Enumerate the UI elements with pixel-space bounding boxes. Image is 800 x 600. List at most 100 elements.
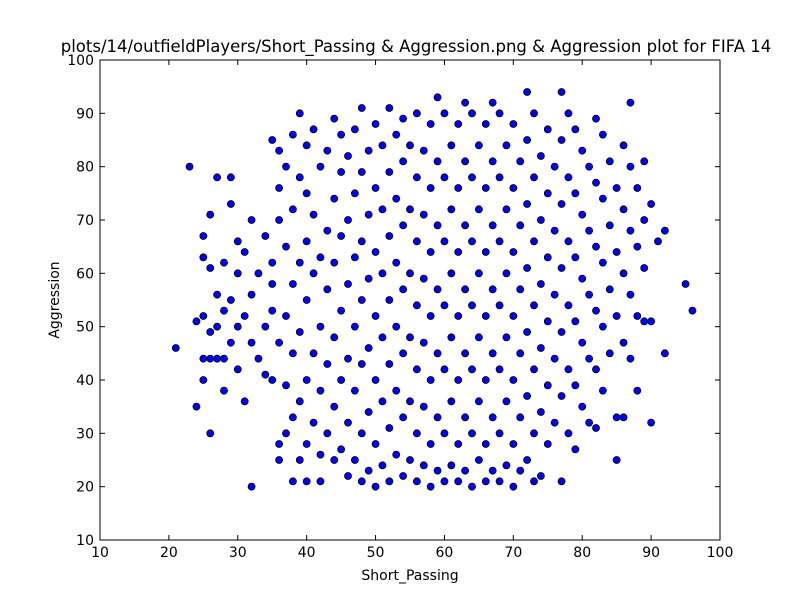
data-point (550, 354, 559, 363)
data-point (406, 333, 414, 342)
y-tick-label: 90 (76, 106, 94, 122)
data-point (447, 141, 456, 150)
data-point (578, 338, 587, 347)
x-tick-label: 80 (573, 545, 591, 561)
data-point (468, 429, 476, 438)
data-point (592, 424, 600, 432)
data-point (288, 280, 297, 288)
data-point (440, 301, 449, 310)
data-point (378, 333, 387, 342)
data-point (426, 482, 435, 491)
data-point (481, 312, 490, 320)
data-point (316, 253, 325, 262)
data-point (399, 349, 408, 358)
y-tick-label: 70 (76, 213, 94, 229)
data-point (344, 216, 352, 224)
data-point (433, 221, 442, 230)
data-point (488, 349, 497, 358)
data-point (454, 477, 463, 486)
data-point (261, 232, 270, 240)
data-point (282, 162, 290, 171)
data-point (640, 264, 649, 272)
data-point (295, 397, 304, 406)
data-point (364, 466, 373, 475)
x-tick-label: 10 (91, 545, 109, 561)
data-point (468, 365, 476, 374)
points-layer (171, 88, 697, 491)
data-point (640, 157, 649, 166)
data-point (605, 349, 614, 358)
data-point (509, 184, 518, 192)
data-point (233, 237, 242, 246)
data-point (681, 280, 690, 288)
data-point (626, 354, 635, 363)
x-tick-label: 50 (367, 545, 385, 561)
data-point (288, 205, 297, 214)
data-point (633, 184, 642, 192)
data-point (488, 221, 497, 230)
data-point (364, 408, 373, 416)
data-point (302, 189, 311, 198)
chart-title: plots/14/outfieldPlayers/Short_Passing &… (61, 37, 772, 57)
data-point (509, 482, 518, 491)
data-point (571, 189, 580, 198)
data-point (592, 178, 600, 187)
data-point (275, 338, 284, 347)
x-tick-label: 100 (707, 545, 734, 561)
data-point (502, 205, 511, 214)
data-point (543, 125, 552, 134)
data-point (660, 226, 669, 235)
data-point (461, 285, 470, 294)
data-point (344, 354, 352, 363)
data-point (592, 365, 600, 374)
data-point (550, 290, 559, 299)
data-point (426, 376, 435, 384)
x-tick-label: 70 (504, 545, 522, 561)
data-point (426, 248, 435, 256)
data-point (399, 114, 408, 123)
data-point (426, 184, 435, 192)
data-point (592, 306, 600, 315)
data-point (454, 440, 463, 448)
data-point (316, 386, 325, 395)
data-point (571, 381, 580, 390)
data-point (647, 200, 656, 208)
data-point (612, 248, 621, 256)
data-point (502, 269, 511, 278)
data-point (275, 456, 284, 464)
data-point (364, 274, 373, 283)
data-point (626, 162, 635, 171)
data-point (495, 109, 504, 118)
data-point (433, 93, 442, 102)
data-point (268, 306, 277, 315)
y-tick-label: 50 (76, 320, 94, 336)
data-point (371, 482, 380, 491)
data-point (385, 477, 394, 486)
data-point (412, 429, 421, 438)
data-point (233, 269, 242, 278)
data-point (337, 306, 346, 315)
data-point (592, 114, 600, 123)
data-point (247, 290, 256, 299)
data-point (344, 472, 352, 480)
data-point (523, 328, 532, 336)
data-point (564, 237, 573, 246)
data-point (302, 141, 311, 150)
data-point (474, 205, 483, 214)
data-point (626, 290, 635, 299)
data-point (226, 200, 235, 208)
data-point (461, 413, 470, 422)
data-point (330, 456, 339, 464)
data-point (213, 290, 222, 299)
data-point (474, 141, 483, 150)
data-point (433, 413, 442, 422)
ticks-layer: 10 20 30 40 50 60 70 80 90 100 10 20 30 40 50 60 70 80 90 1… (67, 53, 733, 561)
data-point (461, 98, 470, 107)
data-point (392, 450, 401, 459)
data-point (495, 365, 504, 374)
data-point (288, 413, 297, 422)
x-tick-label: 40 (298, 545, 316, 561)
data-point (440, 365, 449, 374)
data-point (399, 157, 408, 166)
data-point (530, 477, 538, 486)
